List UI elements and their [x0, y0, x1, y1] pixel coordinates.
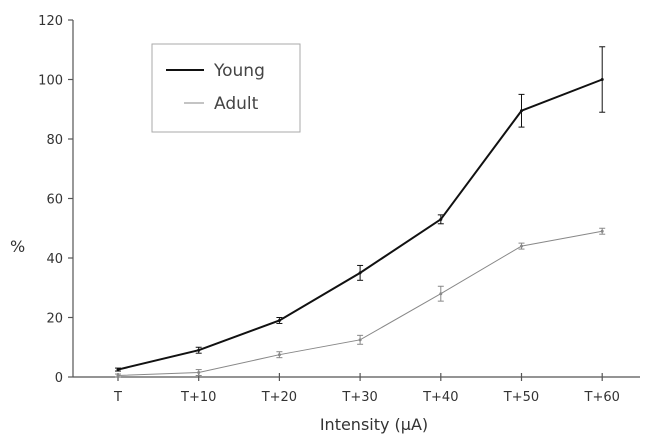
data-point [116, 374, 120, 378]
series-line-adult [117, 230, 603, 377]
data-point [197, 371, 201, 375]
y-tick-label: 60 [46, 193, 63, 208]
y-axis-title: % [10, 237, 25, 256]
y-tick-label: 40 [46, 252, 63, 267]
y-tick-label: 100 [38, 74, 63, 89]
x-tick-label: T+60 [584, 390, 620, 405]
legend-box [151, 43, 301, 133]
data-point [277, 318, 281, 322]
data-point [600, 229, 604, 233]
y-tick-label: 120 [38, 14, 63, 29]
x-tick-label: T+20 [261, 390, 297, 405]
legend-label-adult: Adult [214, 94, 259, 114]
x-tick-label: T+10 [180, 390, 216, 405]
data-point [358, 338, 362, 342]
y-tick-label: 0 [55, 371, 63, 386]
legend: Young Adult [151, 43, 301, 133]
x-axis: T T+10 T+20 T+30 T+40 T+50 T+60 Intensity (μA) [73, 373, 640, 434]
y-tick-label: 80 [46, 133, 63, 148]
legend-label-young: Young [213, 61, 265, 81]
data-point [520, 109, 523, 113]
series-line-young [117, 78, 603, 371]
x-tick-label: T+40 [422, 390, 458, 405]
series-layer [115, 46, 606, 378]
x-tick-label: T+50 [503, 390, 539, 405]
data-point [116, 368, 120, 372]
x-tick-label: T+30 [341, 390, 377, 405]
x-axis-title: Intensity (μA) [320, 415, 428, 434]
data-point [439, 292, 443, 296]
x-tick-label: T [113, 390, 122, 405]
series-adult [115, 227, 606, 378]
data-point [358, 271, 362, 275]
data-point [439, 217, 443, 221]
data-point [277, 353, 281, 357]
series-young [115, 46, 606, 372]
y-tick-label: 20 [46, 312, 63, 327]
data-point [520, 244, 523, 248]
data-point [600, 78, 604, 81]
y-axis: 0 20 40 60 80 100 120 % [10, 14, 74, 386]
data-point [197, 348, 201, 352]
